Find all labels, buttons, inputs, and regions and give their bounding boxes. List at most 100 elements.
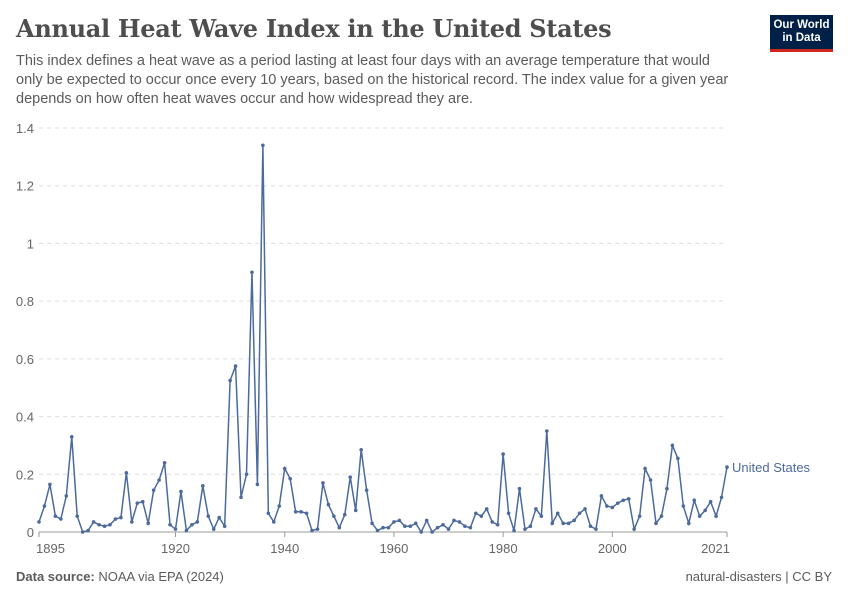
- x-tick-label: 1960: [379, 541, 408, 556]
- data-point: [424, 518, 429, 523]
- data-point: [594, 527, 598, 531]
- data-point: [725, 465, 729, 469]
- data-point: [293, 510, 298, 514]
- data-point: [539, 514, 544, 518]
- data-point: [86, 528, 90, 533]
- data-point: [168, 522, 172, 527]
- data-point: [484, 507, 489, 511]
- data-point: [130, 520, 134, 524]
- data-point: [282, 466, 287, 471]
- chart-subtitle: This index defines a heat wave as a peri…: [16, 53, 729, 107]
- data-point: [201, 484, 205, 488]
- y-tick-label: 0.4: [16, 410, 34, 425]
- data-point: [119, 515, 123, 520]
- data-point: [97, 522, 101, 527]
- y-tick-label: 0.8: [16, 294, 34, 309]
- data-point: [676, 456, 680, 461]
- data-point: [490, 520, 495, 524]
- y-tick-label: 0.6: [16, 352, 34, 367]
- data-point: [173, 527, 178, 531]
- data-point: [381, 525, 385, 530]
- data-point: [528, 524, 533, 529]
- data-point: [80, 530, 85, 534]
- data-point: [697, 514, 702, 518]
- x-tick-label: 2000: [598, 541, 627, 556]
- data-point: [233, 364, 238, 368]
- data-point: [91, 520, 96, 524]
- data-point: [228, 378, 232, 383]
- data-point: [457, 520, 462, 524]
- data-point: [195, 520, 200, 524]
- data-point: [719, 495, 724, 500]
- data-point: [75, 514, 80, 518]
- data-source: Data source: NOAA via EPA (2024): [16, 569, 224, 584]
- data-point: [632, 527, 636, 531]
- data-point: [430, 530, 434, 534]
- y-tick-label: 0.2: [16, 467, 34, 482]
- data-point: [375, 528, 380, 533]
- x-tick-label: 1980: [489, 541, 518, 556]
- data-point: [315, 527, 320, 531]
- data-point: [337, 525, 342, 530]
- data-point: [255, 482, 260, 487]
- owid-logo[interactable]: Our World in Data: [770, 15, 833, 52]
- y-tick-label: 1: [27, 236, 34, 251]
- data-point: [692, 498, 697, 503]
- data-point: [534, 507, 538, 511]
- data-point: [512, 528, 516, 533]
- data-point: [179, 489, 183, 494]
- source-link[interactable]: NOAA via EPA (2024): [98, 569, 224, 584]
- data-point: [64, 494, 69, 498]
- data-point: [566, 521, 571, 526]
- data-point: [599, 494, 604, 498]
- series-line: [38, 145, 728, 534]
- data-point: [217, 515, 221, 520]
- data-point: [108, 522, 112, 527]
- data-point: [239, 495, 243, 500]
- data-point: [621, 498, 626, 503]
- data-point: [206, 514, 211, 518]
- data-point: [659, 514, 664, 518]
- data-point: [413, 521, 418, 526]
- data-point: [517, 486, 522, 491]
- data-point: [266, 511, 271, 516]
- data-point: [348, 475, 353, 479]
- data-point: [261, 143, 265, 148]
- data-point: [403, 524, 407, 529]
- data-point: [190, 522, 194, 527]
- data-point: [605, 504, 609, 508]
- data-point: [250, 270, 254, 275]
- data-point: [326, 502, 331, 507]
- data-point: [69, 434, 74, 439]
- data-point: [364, 488, 369, 492]
- data-point: [686, 521, 691, 526]
- data-point: [244, 472, 249, 477]
- data-point: [446, 527, 451, 531]
- license[interactable]: natural-disasters | CC BY: [685, 569, 832, 584]
- data-point: [479, 514, 484, 518]
- data-point: [146, 521, 151, 526]
- data-point: [506, 511, 511, 516]
- data-point: [277, 504, 282, 508]
- data-point: [545, 429, 549, 433]
- data-point: [342, 512, 347, 517]
- data-point: [48, 482, 52, 487]
- data-point: [332, 514, 336, 518]
- data-point: [703, 508, 707, 513]
- data-point: [304, 511, 309, 516]
- data-point: [441, 522, 445, 527]
- data-point: [124, 471, 129, 475]
- x-tick-label: 1940: [270, 541, 299, 556]
- data-point: [42, 504, 47, 508]
- source-label: Data source:: [16, 569, 95, 584]
- data-point: [670, 443, 675, 448]
- data-point: [708, 499, 713, 504]
- data-point: [151, 488, 156, 492]
- logo-line1: Our World: [773, 19, 830, 31]
- data-point: [654, 521, 658, 526]
- data-point: [523, 527, 527, 531]
- data-point: [435, 525, 440, 530]
- data-point: [555, 511, 560, 516]
- data-point: [299, 510, 303, 514]
